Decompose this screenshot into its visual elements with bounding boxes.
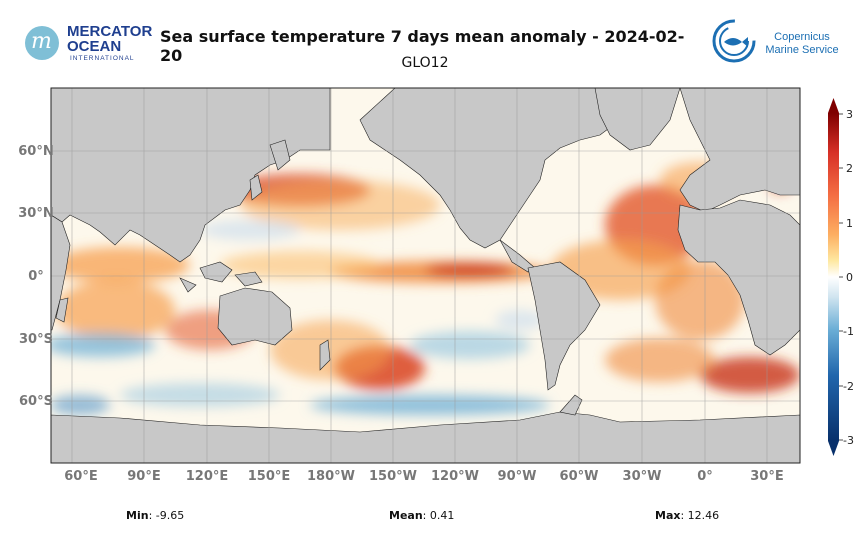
- x-tick-label: 30°E: [750, 469, 783, 484]
- land-japan: [249, 174, 263, 201]
- x-tick-label: 60°W: [560, 469, 599, 484]
- land-new-zealand: [319, 339, 331, 371]
- x-tick-label: 60°E: [64, 469, 97, 484]
- stat-max: Max: 12.46: [655, 509, 719, 522]
- x-tick-label: 90°E: [127, 469, 160, 484]
- colorbar-tick-label: 2: [846, 162, 853, 175]
- stat-mean-value: : 0.41: [422, 509, 455, 522]
- copernicus-fish-icon: [712, 19, 756, 63]
- colorbar-tick-label: 3: [846, 108, 853, 121]
- y-tick-label: 30°S: [19, 332, 53, 347]
- land-africa-west: [677, 199, 800, 356]
- land-new-guinea: [234, 271, 263, 287]
- colorbar-tick-label: -1: [843, 325, 854, 338]
- colorbar-tick-label: 0: [846, 271, 853, 284]
- axis-labels: 60°N 30°N 0° 30°S 60°S 60°E 90°E 120°E 1…: [18, 144, 783, 484]
- y-tick-label: 60°S: [19, 394, 53, 409]
- x-tick-label: 180°W: [307, 469, 355, 484]
- chart-title: Sea surface temperature 7 days mean anom…: [160, 27, 685, 65]
- x-tick-label: 150°W: [369, 469, 417, 484]
- land-north-america: [359, 88, 641, 249]
- stat-max-label: Max: [655, 509, 681, 522]
- colorbar-max-arrow: [828, 98, 839, 113]
- land-greenland: [594, 88, 681, 151]
- y-tick-label: 30°N: [18, 206, 53, 221]
- land-australia: [217, 287, 293, 346]
- stat-mean-label: Mean: [389, 509, 423, 522]
- land-madagascar: [55, 297, 69, 323]
- colorbar-min-arrow: [828, 441, 839, 456]
- x-tick-label: 150°E: [248, 469, 291, 484]
- mercator-logo-subtext: INTERNATIONAL: [70, 55, 135, 62]
- mercator-mark-icon: m: [25, 26, 59, 60]
- x-tick-label: 120°W: [431, 469, 479, 484]
- colorbar-gradient: [828, 113, 839, 441]
- stat-min-value: : -9.65: [148, 509, 185, 522]
- y-tick-label: 60°N: [18, 144, 53, 159]
- stat-mean: Mean: 0.41: [389, 509, 454, 522]
- colorbar-tick-label: -3: [843, 434, 854, 447]
- graticule: [51, 88, 800, 463]
- copernicus-marine-logo: Copernicus Marine Service: [711, 18, 841, 70]
- land-kamchatka: [269, 139, 291, 171]
- x-tick-label: 90°W: [498, 469, 537, 484]
- stat-min: Min: -9.65: [126, 509, 184, 522]
- chart-subtitle: GLO12: [401, 55, 449, 71]
- stat-max-value: : 12.46: [680, 509, 720, 522]
- land-europe: [679, 88, 800, 213]
- land-south-america: [527, 261, 601, 391]
- stat-min-label: Min: [126, 509, 149, 522]
- x-tick-label: 120°E: [186, 469, 229, 484]
- colorbar-tick-label: 1: [846, 217, 853, 230]
- land-sumatra: [179, 277, 197, 293]
- mercator-logo-text: MERCATOR OCEAN: [67, 23, 153, 55]
- x-tick-label: 0°: [697, 469, 713, 484]
- land-antarctic-peninsula: [559, 394, 583, 416]
- copernicus-logo-text: Copernicus Marine Service: [765, 31, 839, 56]
- colorbar: 3 2 1 0 -1 -2 -3: [828, 98, 854, 456]
- land-masses: [51, 88, 800, 463]
- x-tick-label: 30°W: [623, 469, 662, 484]
- mercator-ocean-logo: m MERCATOR OCEAN INTERNATIONAL: [25, 22, 165, 66]
- y-tick-label: 0°: [28, 269, 44, 284]
- plot-frame: [50, 87, 801, 464]
- map-field: [51, 88, 800, 463]
- colorbar-tick-label: -2: [843, 380, 854, 393]
